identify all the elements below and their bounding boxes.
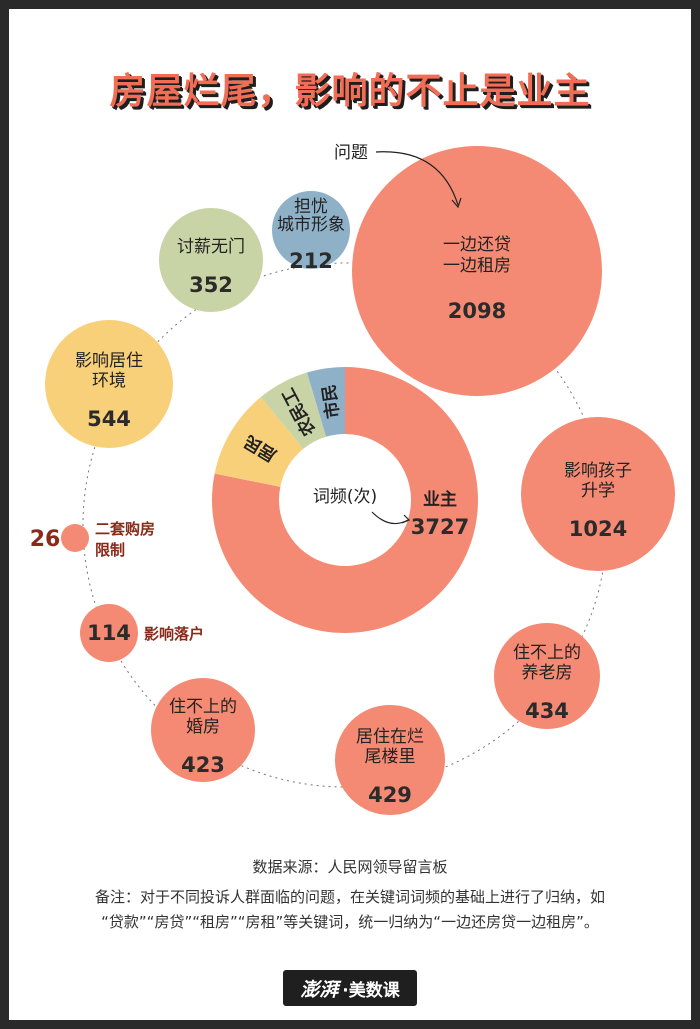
bubble-7 bbox=[45, 320, 173, 448]
bubble-value-2: 434 bbox=[525, 699, 569, 723]
bubble-value-9: 212 bbox=[289, 249, 333, 273]
bubble-value-1: 1024 bbox=[569, 517, 627, 541]
brand-logo: 澎湃 bbox=[300, 978, 339, 1001]
bubble-label-2-0: 住不上的 bbox=[513, 643, 581, 663]
donut-center-label: 词频(次) bbox=[313, 487, 377, 507]
bubble-9 bbox=[272, 191, 350, 269]
bubble-label-9-0: 担忧 bbox=[294, 197, 328, 217]
bubble-4 bbox=[151, 678, 255, 782]
donut-callout-name: 业主 bbox=[423, 489, 457, 510]
bubble-label-0-1: 一边租房 bbox=[443, 256, 511, 276]
donut-slice-3 bbox=[306, 367, 345, 437]
bubble-0 bbox=[352, 146, 602, 396]
bubble-value-5: 114 bbox=[87, 621, 131, 645]
footnote-line-2: “贷款”“房贷”“租房”“房租”等关键词，统一归纳为“一边还房贷一边租房”。 bbox=[101, 913, 599, 931]
bubble-label-4-1: 婚房 bbox=[186, 717, 220, 737]
callout-arrow bbox=[371, 511, 409, 525]
bubble-label-0-0: 一边还贷 bbox=[443, 235, 511, 255]
bubble-6 bbox=[61, 524, 89, 552]
bubble-label-9-1: 城市形象 bbox=[277, 215, 345, 235]
callout-arrowhead bbox=[401, 514, 411, 524]
bubble-value-6: 26 bbox=[30, 527, 61, 552]
bubble-1 bbox=[521, 417, 675, 571]
bubble-label-1-0: 影响孩子 bbox=[564, 461, 632, 481]
bubble-label-6-1: 限制 bbox=[95, 541, 125, 559]
brand-badge: 澎湃 ·美数课 bbox=[283, 970, 417, 1006]
donut-callout-value: 3727 bbox=[411, 515, 469, 539]
donut-slice-label-3: 市民 bbox=[318, 383, 344, 420]
donut-slice-2 bbox=[260, 372, 327, 449]
annotation-label: 问题 bbox=[334, 143, 368, 163]
data-source: 数据来源：人民网领导留言板 bbox=[252, 858, 448, 876]
donut-slice-1 bbox=[214, 397, 304, 487]
bubble-label-3-0: 居住在烂 bbox=[356, 727, 424, 747]
annotation-arrow bbox=[375, 151, 459, 206]
bubble-5 bbox=[80, 604, 138, 662]
bubble-label-3-1: 尾楼里 bbox=[365, 747, 416, 767]
bubble-value-4: 423 bbox=[181, 753, 225, 777]
bubble-value-0: 2098 bbox=[448, 299, 506, 323]
footnote-line-1: 备注：对于不同投诉人群面临的问题，在关键词词频的基础上进行了归纳，如 bbox=[94, 888, 605, 906]
donut-slice-0 bbox=[212, 367, 478, 633]
chart-title: 房屋烂尾，影响的不止是业主 bbox=[109, 71, 591, 112]
bubble-label-1-1: 升学 bbox=[581, 481, 615, 501]
bubble-label-2-1: 养老房 bbox=[522, 663, 573, 683]
bubble-value-8: 352 bbox=[189, 273, 233, 297]
bubble-label-7-1: 环境 bbox=[92, 371, 126, 391]
bubble-label-6-0: 二套购房 bbox=[95, 520, 155, 538]
bubble-label-7-0: 影响居住 bbox=[75, 351, 143, 371]
bubble-2 bbox=[494, 623, 600, 729]
bubble-label-8-0: 讨薪无门 bbox=[177, 237, 245, 257]
annotation-arrowhead bbox=[451, 197, 462, 209]
bubble-8 bbox=[159, 208, 263, 312]
bubble-label-5-0: 影响落户 bbox=[144, 625, 204, 643]
bubble-3 bbox=[335, 705, 445, 815]
bubble-value-3: 429 bbox=[368, 783, 412, 807]
brand-name: ·美数课 bbox=[342, 980, 400, 1001]
bubble-value-7: 544 bbox=[87, 407, 131, 431]
bubble-label-4-0: 住不上的 bbox=[169, 697, 237, 717]
